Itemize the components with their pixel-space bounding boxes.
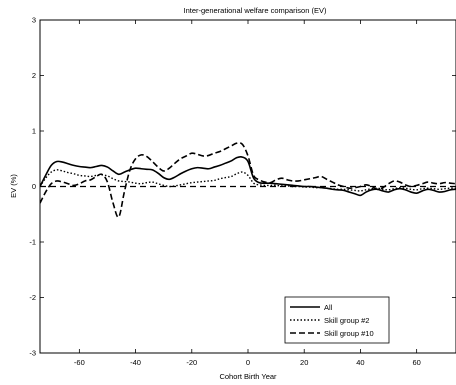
y-tick-label: 2 xyxy=(32,71,36,80)
y-tick-label: -2 xyxy=(29,293,36,302)
x-tick-label: 60 xyxy=(412,358,420,367)
legend-label-all: All xyxy=(324,303,333,312)
x-axis-label: Cohort Birth Year xyxy=(219,372,277,381)
x-tick-label: 20 xyxy=(300,358,308,367)
legend: All Skill group #2 Skill group #10 xyxy=(284,296,390,344)
x-tick-label: 40 xyxy=(356,358,364,367)
legend-label-skill-group-2: Skill group #2 xyxy=(324,316,369,325)
x-tick-label: -20 xyxy=(186,358,197,367)
y-axis-label: EV (%) xyxy=(9,174,18,198)
series-line-skill-group-2 xyxy=(40,169,456,192)
y-tick-label: 3 xyxy=(32,16,36,25)
y-tick-label: 1 xyxy=(32,127,36,136)
legend-box xyxy=(284,296,390,344)
chart-title: Inter-generational welfare comparison (E… xyxy=(184,6,327,15)
y-tick-label: 0 xyxy=(32,182,36,191)
x-tick-label: -40 xyxy=(130,358,141,367)
series-line-all xyxy=(40,156,456,197)
y-tick-label: -3 xyxy=(29,349,36,358)
legend-label-skill-group-10: Skill group #10 xyxy=(324,329,374,338)
x-tick-label: 0 xyxy=(246,358,250,367)
x-axis: -60 -40 -20 0 20 40 60 xyxy=(74,20,421,367)
series-line-skill-group-10 xyxy=(40,142,456,219)
y-tick-label: -1 xyxy=(29,238,36,247)
y-axis: -3 -2 -1 0 1 2 3 xyxy=(29,16,456,358)
x-tick-label: -60 xyxy=(74,358,85,367)
